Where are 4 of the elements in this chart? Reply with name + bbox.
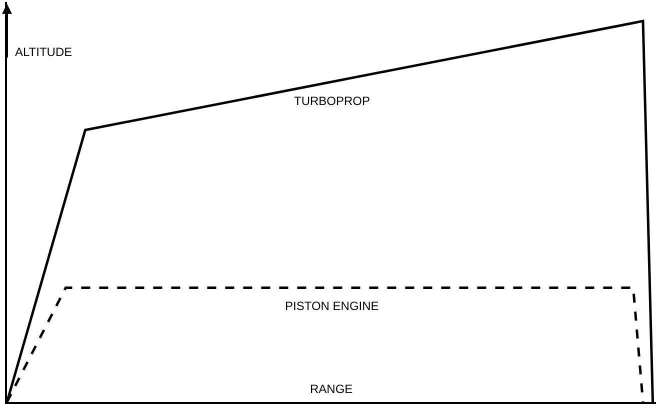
- series-label: TURBOPROP: [294, 94, 370, 108]
- x-axis-title: RANGE: [310, 382, 353, 396]
- y-axis-title: ALTITUDE: [15, 45, 72, 59]
- series-label: PISTON ENGINE: [285, 299, 379, 313]
